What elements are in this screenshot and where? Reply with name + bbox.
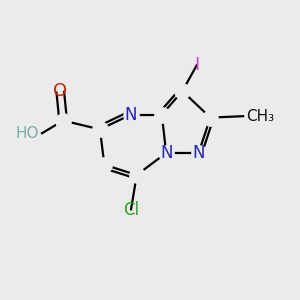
Text: N: N	[124, 106, 137, 124]
Text: HO: HO	[15, 126, 39, 141]
Text: CH₃: CH₃	[246, 109, 274, 124]
Text: Cl: Cl	[123, 201, 139, 219]
Text: I: I	[194, 56, 200, 74]
Text: N: N	[160, 144, 172, 162]
Text: O: O	[53, 82, 67, 100]
Text: N: N	[192, 144, 205, 162]
